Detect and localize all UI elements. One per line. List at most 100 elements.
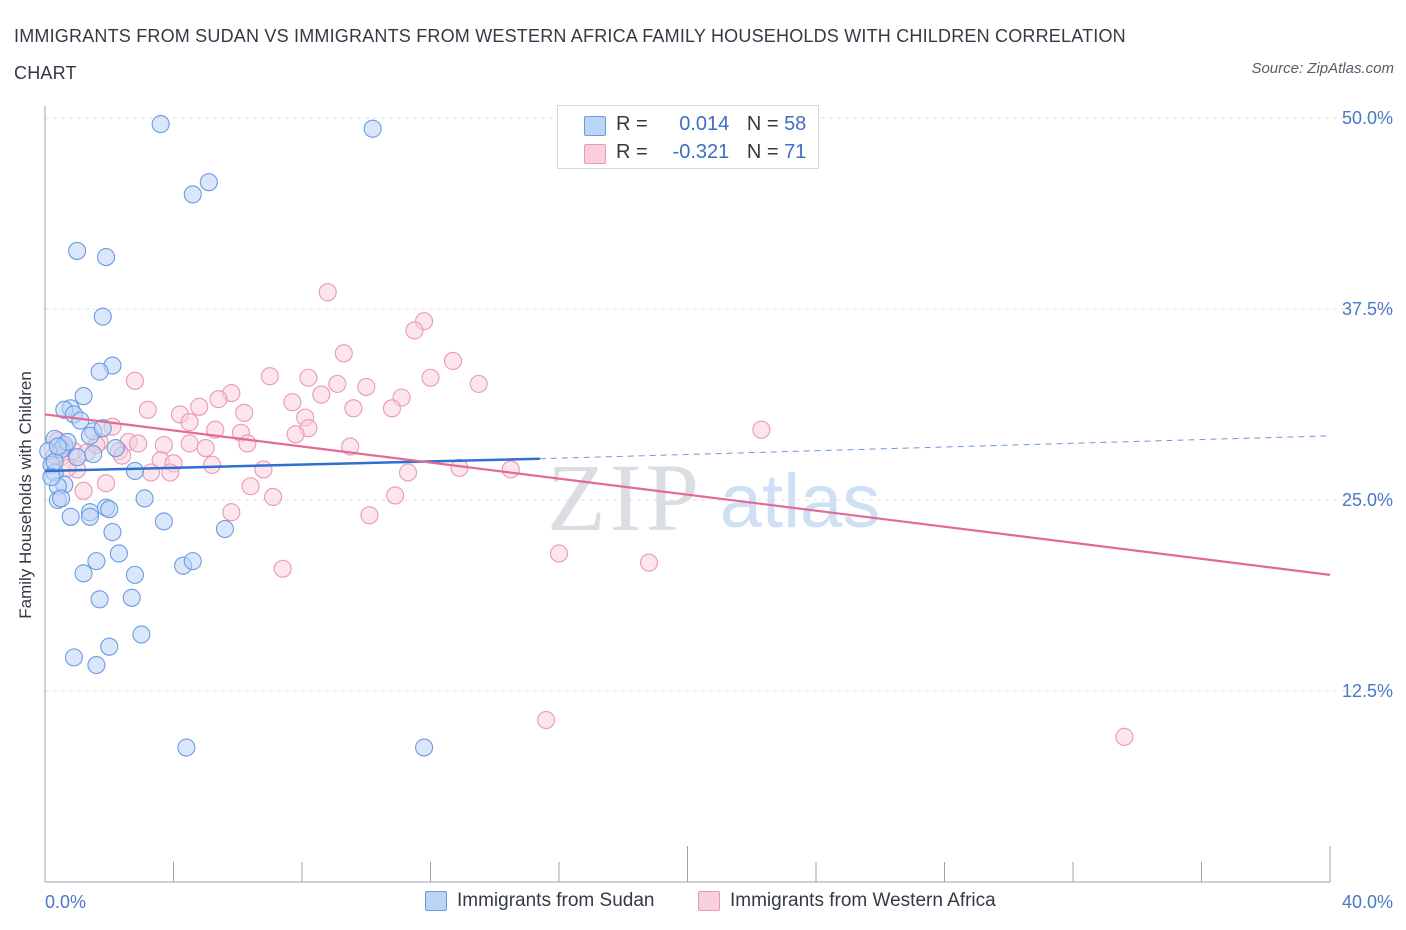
trend-lines [44, 413, 1331, 576]
western-africa-point [752, 420, 771, 439]
sudan-point [61, 507, 80, 526]
western-africa-point [196, 438, 215, 458]
legend-swatch-western-africa [584, 144, 606, 164]
sudan-point [74, 387, 93, 406]
sudan-point [125, 461, 144, 481]
sudan-point [100, 500, 119, 519]
western-africa-point [341, 437, 360, 456]
western-africa-point [180, 413, 199, 432]
western-africa-point [443, 351, 463, 371]
western-africa-point [549, 544, 569, 563]
chart-title: IMMIGRANTS FROM SUDAN VS IMMIGRANTS FROM… [14, 26, 1126, 83]
sudan-point [199, 173, 218, 192]
western-africa-point [344, 399, 363, 418]
sudan-point [183, 552, 202, 571]
legend-n-value: 58 [784, 113, 807, 135]
sudan-point [80, 507, 100, 526]
tick-labels: 12.5% 25.0% 37.5% 50.0% 0.0% 40.0% [45, 108, 1393, 912]
western-africa-point [125, 371, 144, 390]
legend-r-label: R = [616, 141, 648, 163]
sudan-point [90, 362, 109, 381]
y-tick-label: 50.0% [1342, 108, 1393, 128]
western-africa-point [254, 460, 273, 479]
sudan-point [68, 241, 87, 260]
x-tick-label: 40.0% [1342, 892, 1393, 912]
western-africa-point [190, 397, 209, 416]
legend-swatch-sudan [584, 116, 606, 136]
sudan-point [132, 625, 151, 644]
western-africa-point [328, 374, 347, 393]
sudan-point [415, 738, 434, 757]
western-africa-point [238, 434, 257, 453]
legend-r-value: 0.014 [679, 113, 730, 135]
western-africa-point [501, 460, 520, 479]
sudan-point [48, 437, 67, 456]
western-africa-point [235, 403, 254, 422]
sudan-point [90, 590, 109, 609]
western-africa-point [299, 368, 318, 387]
y-tick-label: 25.0% [1342, 490, 1393, 510]
sudan-point [215, 519, 234, 539]
sudan-point [151, 115, 170, 134]
series-label-sudan: Immigrants from Sudan [457, 890, 655, 911]
sudan-point [96, 247, 116, 267]
sudan-point [100, 637, 119, 656]
western-africa-point [334, 344, 353, 363]
western-africa-point [180, 434, 199, 453]
western-africa-point [405, 321, 424, 340]
sudan-point [109, 544, 128, 563]
western-africa-point [283, 393, 302, 412]
sudan-point [93, 307, 112, 326]
correlation-legend: R = 0.014 N = 58 R = -0.321 N = 71 [557, 105, 819, 169]
western-africa-point [273, 559, 292, 578]
series-swatch-sudan [425, 891, 447, 911]
western-africa-point [96, 474, 116, 493]
western-africa-point [286, 425, 305, 444]
sudan-point [64, 648, 83, 667]
y-tick-label: 12.5% [1342, 681, 1393, 701]
legend-n-value: 71 [784, 141, 807, 163]
sudan-point [84, 445, 103, 464]
sudan-point [122, 588, 141, 607]
sudan-point [106, 438, 125, 458]
western-africa-point [206, 420, 225, 439]
sudan-point [87, 655, 106, 675]
sudan-points [39, 115, 434, 757]
western-africa-point [421, 368, 440, 387]
western-africa-point [469, 374, 488, 393]
sudan-point [45, 452, 64, 471]
western-africa-point [357, 377, 376, 396]
western-africa-point [318, 283, 337, 302]
source-label: Source: ZipAtlas.com [1251, 60, 1394, 77]
watermark-zip: ZIP [547, 444, 703, 551]
western-africa-point [382, 399, 402, 418]
x-tick-label: 0.0% [45, 892, 86, 912]
western-africa-point [260, 367, 279, 386]
series-swatch-western-africa [698, 891, 720, 911]
sudan-point [103, 523, 122, 542]
western-africa-point [222, 503, 241, 522]
western-africa-point [141, 463, 161, 482]
sudan-point [68, 448, 87, 467]
sudan-point [93, 419, 112, 438]
sudan-point [183, 185, 202, 204]
sudan-point [42, 468, 61, 487]
sudan-point [74, 564, 93, 583]
legend-n-label: N = [746, 141, 779, 163]
sudan-point [125, 565, 144, 584]
western-africa-point [74, 481, 93, 500]
western-africa-point [203, 455, 222, 474]
sudan-point [87, 552, 106, 571]
western-africa-point [639, 553, 659, 572]
western-africa-point [360, 506, 379, 525]
sudan-point [177, 738, 196, 757]
legend-r-label: R = [616, 113, 648, 135]
sudan-point [135, 489, 154, 508]
western-africa-point [398, 463, 418, 482]
western-africa-point [386, 486, 405, 505]
series-label-western-africa: Immigrants from Western Africa [730, 890, 996, 911]
sudan-point [52, 489, 71, 508]
sudan-point [154, 512, 173, 531]
western-africa-point [537, 710, 556, 730]
